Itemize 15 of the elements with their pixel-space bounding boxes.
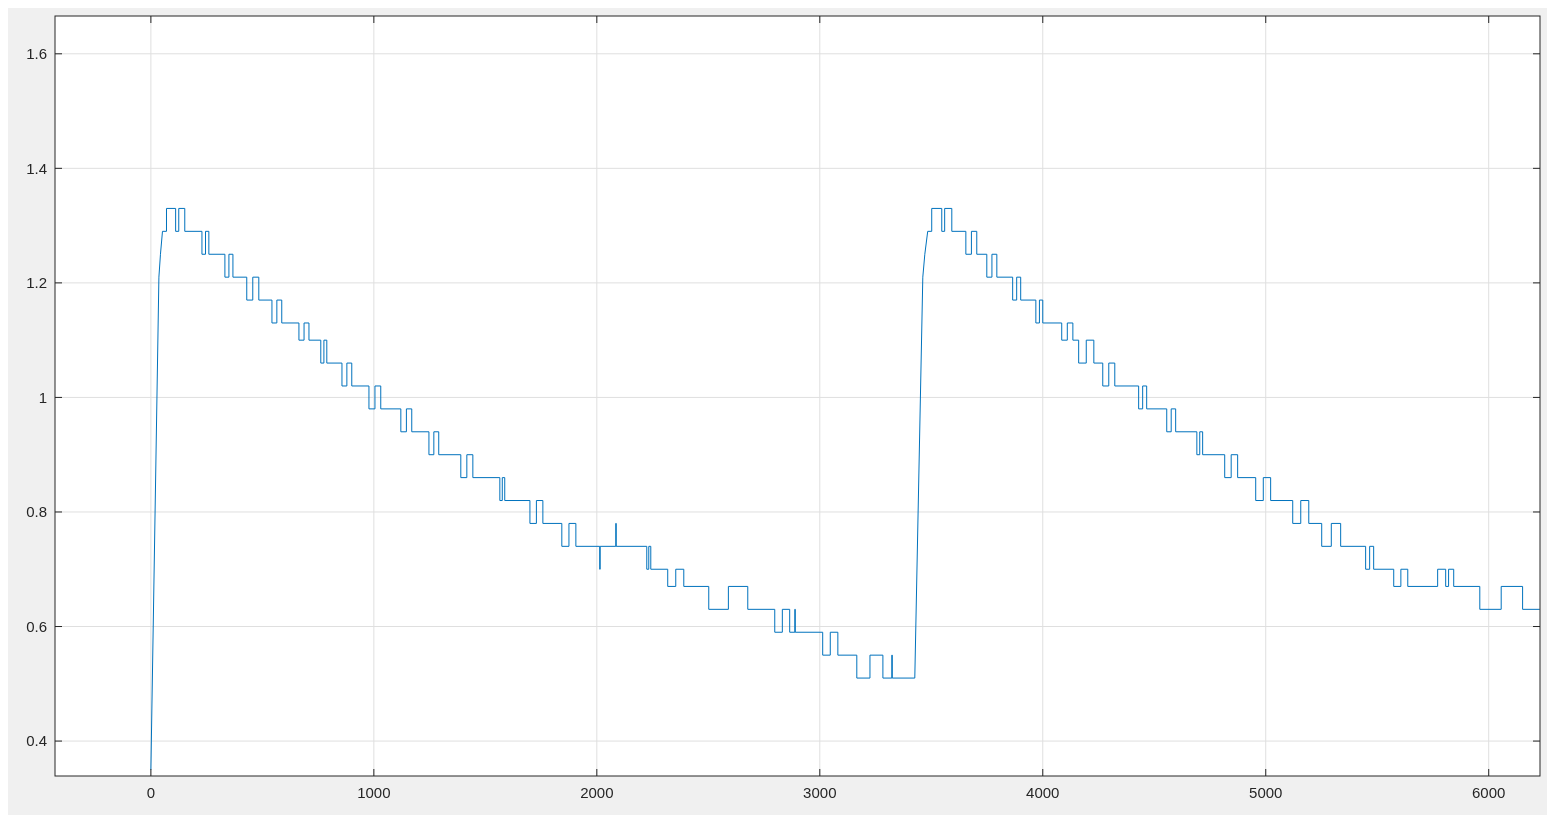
x-tick-label: 1000 [357,784,391,801]
x-tick-label: 3000 [803,784,837,801]
y-tick-label: 1.2 [26,274,47,292]
y-tick-label: 1 [38,388,47,406]
x-tick-label: 5000 [1249,784,1283,801]
x-tick-label: 6000 [1472,784,1506,801]
y-tick-label: 0.8 [26,503,47,521]
x-tick-label: 0 [146,784,156,801]
y-tick-label: 0.4 [26,732,47,750]
y-tick-label: 1.6 [26,45,47,63]
x-tick-label: 2000 [580,784,614,801]
y-tick-label: 0.6 [26,617,47,635]
line-series [150,207,1541,771]
y-tick-label: 1.4 [26,159,47,177]
x-tick-label: 4000 [1026,784,1060,801]
